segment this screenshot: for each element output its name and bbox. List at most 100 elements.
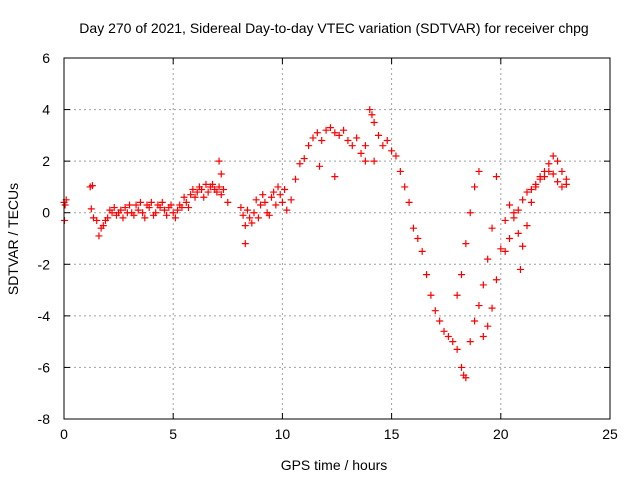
data-point: [562, 180, 570, 188]
data-point: [501, 247, 509, 255]
data-point: [217, 191, 225, 199]
data-point: [141, 214, 149, 222]
data-point: [309, 134, 317, 142]
data-point: [219, 186, 227, 194]
data-points: [60, 106, 570, 382]
data-point: [287, 196, 295, 204]
y-tick-label: -2: [38, 256, 51, 272]
data-point: [401, 183, 409, 191]
data-point: [357, 149, 365, 157]
x-tick-label: 10: [275, 426, 291, 442]
data-point: [283, 206, 291, 214]
data-point: [261, 198, 269, 206]
data-point: [326, 124, 334, 132]
data-point: [545, 160, 553, 168]
data-point: [466, 338, 474, 346]
data-point: [331, 173, 339, 181]
data-point: [558, 167, 566, 175]
data-point: [331, 129, 339, 137]
data-point: [554, 157, 562, 165]
data-point: [488, 304, 496, 312]
data-point: [95, 232, 103, 240]
data-point: [501, 216, 509, 224]
data-point: [497, 245, 505, 253]
data-point: [471, 317, 479, 325]
data-point: [514, 206, 522, 214]
data-point: [121, 204, 129, 212]
data-point: [202, 180, 210, 188]
data-point: [527, 198, 535, 206]
data-point: [318, 137, 326, 145]
y-tick-label: 4: [42, 102, 50, 118]
data-point: [532, 180, 540, 188]
data-point: [110, 204, 118, 212]
data-point: [449, 338, 457, 346]
data-point: [514, 229, 522, 237]
data-point: [248, 219, 256, 227]
data-point: [178, 204, 186, 212]
data-point: [374, 131, 382, 139]
data-point: [368, 111, 376, 119]
data-point: [254, 214, 262, 222]
data-point: [457, 363, 465, 371]
data-point: [246, 214, 254, 222]
data-point: [516, 265, 524, 273]
data-point: [292, 175, 300, 183]
data-point: [99, 222, 107, 230]
data-point: [93, 216, 101, 224]
data-point: [510, 214, 518, 222]
data-point: [117, 206, 125, 214]
data-point: [466, 209, 474, 217]
data-point: [453, 291, 461, 299]
data-point: [519, 242, 527, 250]
data-point: [145, 204, 153, 212]
y-axis-label: SDTVAR / TECUs: [5, 183, 21, 295]
data-point: [558, 183, 566, 191]
data-point: [252, 196, 260, 204]
data-point: [180, 193, 188, 201]
data-point: [152, 209, 160, 217]
data-point: [215, 183, 223, 191]
data-point: [88, 182, 96, 190]
data-point: [237, 204, 245, 212]
data-point: [523, 188, 531, 196]
data-point: [431, 307, 439, 315]
data-point: [519, 196, 527, 204]
data-point: [427, 291, 435, 299]
chart-title: Day 270 of 2021, Sidereal Day-to-day VTE…: [79, 20, 588, 36]
data-point: [506, 201, 514, 209]
data-point: [215, 157, 223, 165]
data-point: [471, 183, 479, 191]
data-point: [554, 178, 562, 186]
data-point: [305, 142, 313, 150]
data-point: [370, 157, 378, 165]
data-point: [462, 240, 470, 248]
data-point: [523, 222, 531, 230]
data-point: [163, 211, 171, 219]
data-point: [224, 198, 232, 206]
data-point: [167, 201, 175, 209]
data-point: [130, 211, 138, 219]
data-point: [296, 160, 304, 168]
data-point: [479, 332, 487, 340]
data-point: [171, 214, 179, 222]
data-point: [488, 224, 496, 232]
x-tick-label: 5: [169, 426, 177, 442]
y-tick-label: -4: [38, 308, 51, 324]
data-point: [479, 281, 487, 289]
data-point: [267, 193, 275, 201]
data-point: [405, 198, 413, 206]
data-point: [361, 142, 369, 150]
data-point: [198, 186, 206, 194]
data-point: [204, 188, 212, 196]
data-point: [549, 152, 557, 160]
data-point: [134, 206, 142, 214]
data-point: [536, 175, 544, 183]
data-point: [257, 201, 265, 209]
data-point: [444, 332, 452, 340]
data-point: [409, 224, 417, 232]
data-point: [540, 173, 548, 181]
data-point: [213, 188, 221, 196]
data-point: [200, 193, 208, 201]
